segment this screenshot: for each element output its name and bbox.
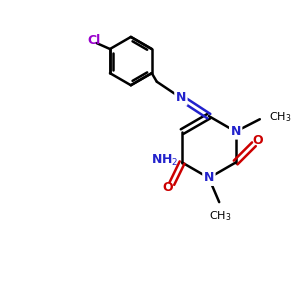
Text: CH$_3$: CH$_3$ — [209, 209, 232, 223]
Text: O: O — [163, 181, 173, 194]
Text: N: N — [230, 125, 241, 138]
Text: Cl: Cl — [87, 34, 101, 47]
Text: CH$_3$: CH$_3$ — [268, 110, 291, 124]
Text: N: N — [176, 92, 186, 104]
Text: N: N — [204, 172, 214, 184]
Text: NH$_2$: NH$_2$ — [151, 153, 178, 168]
Text: O: O — [252, 134, 263, 147]
